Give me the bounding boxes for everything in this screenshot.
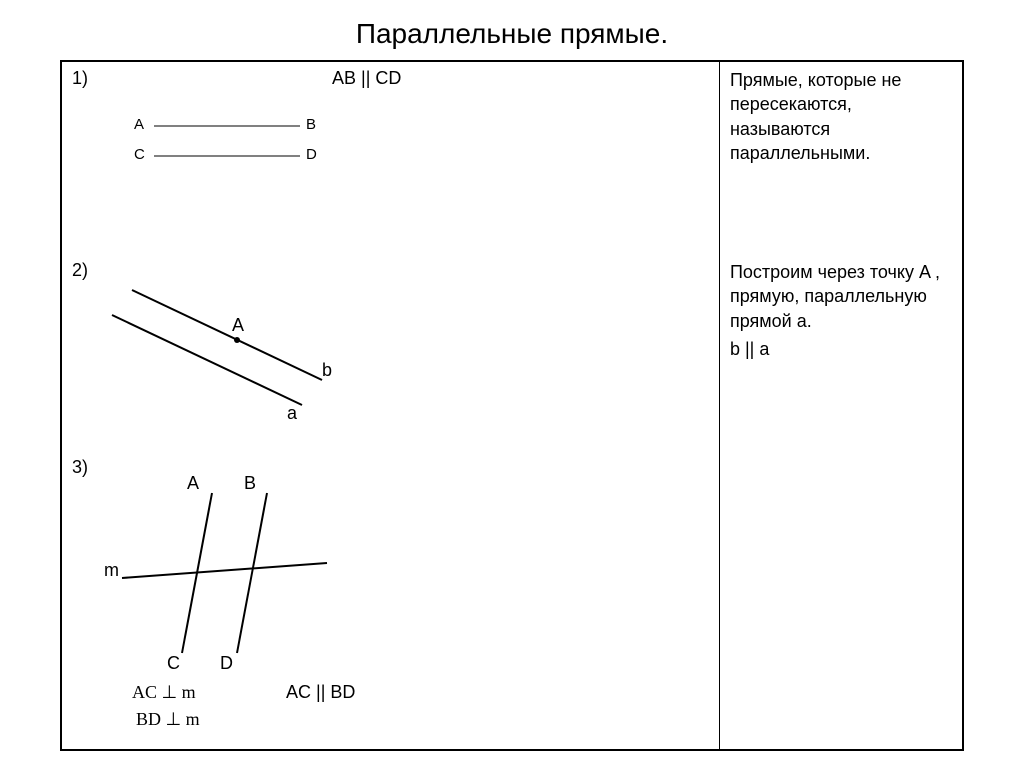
label-B3: B: [244, 473, 256, 494]
cell-2-right: Построим через точку A , прямую, паралле…: [719, 254, 963, 451]
row3-not-2: AC || BD: [286, 682, 355, 702]
row3-not-1a: AC ⊥ m: [132, 679, 282, 706]
row2-desc2: b || a: [730, 339, 952, 360]
row3-number: 3): [72, 457, 88, 478]
row1-notation: AB || CD: [332, 68, 401, 89]
row2-desc: Построим через точку A , прямую, паралле…: [730, 260, 952, 333]
row1-number: 1): [72, 68, 88, 89]
row1-diagram: A B C D: [132, 108, 332, 188]
label-m3: m: [104, 560, 119, 581]
row3-not-1b: BD ⊥ m: [136, 706, 200, 733]
row1-desc: Прямые, которые не пересекаются, называю…: [730, 68, 952, 165]
label-A1: A: [134, 116, 144, 133]
row2-diagram: A b a: [92, 275, 352, 425]
page-title: Параллельные прямые.: [60, 18, 964, 50]
row2-number: 2): [72, 260, 88, 281]
label-D3: D: [220, 653, 233, 674]
row3-notations: AC ⊥ m AC || BD BD ⊥ m: [132, 679, 709, 733]
cell-3-right: [719, 451, 963, 750]
cell-1-right: Прямые, которые не пересекаются, называю…: [719, 61, 963, 254]
label-b2: b: [322, 360, 332, 381]
main-table: 1) AB || CD A B C D Прямые, котор: [60, 60, 964, 751]
label-B1: B: [306, 116, 316, 133]
label-C3: C: [167, 653, 180, 674]
cell-2-left: 2) A b a: [61, 254, 719, 451]
label-C1: C: [134, 146, 145, 163]
row3-diagram: A B C D m: [112, 478, 352, 673]
cell-3-left: 3) A B C D m AC ⊥ m: [61, 451, 719, 750]
cell-1-left: 1) AB || CD A B C D: [61, 61, 719, 254]
label-A2: A: [232, 315, 244, 336]
label-D1: D: [306, 146, 317, 163]
label-a2: a: [287, 403, 297, 424]
label-A3: A: [187, 473, 199, 494]
